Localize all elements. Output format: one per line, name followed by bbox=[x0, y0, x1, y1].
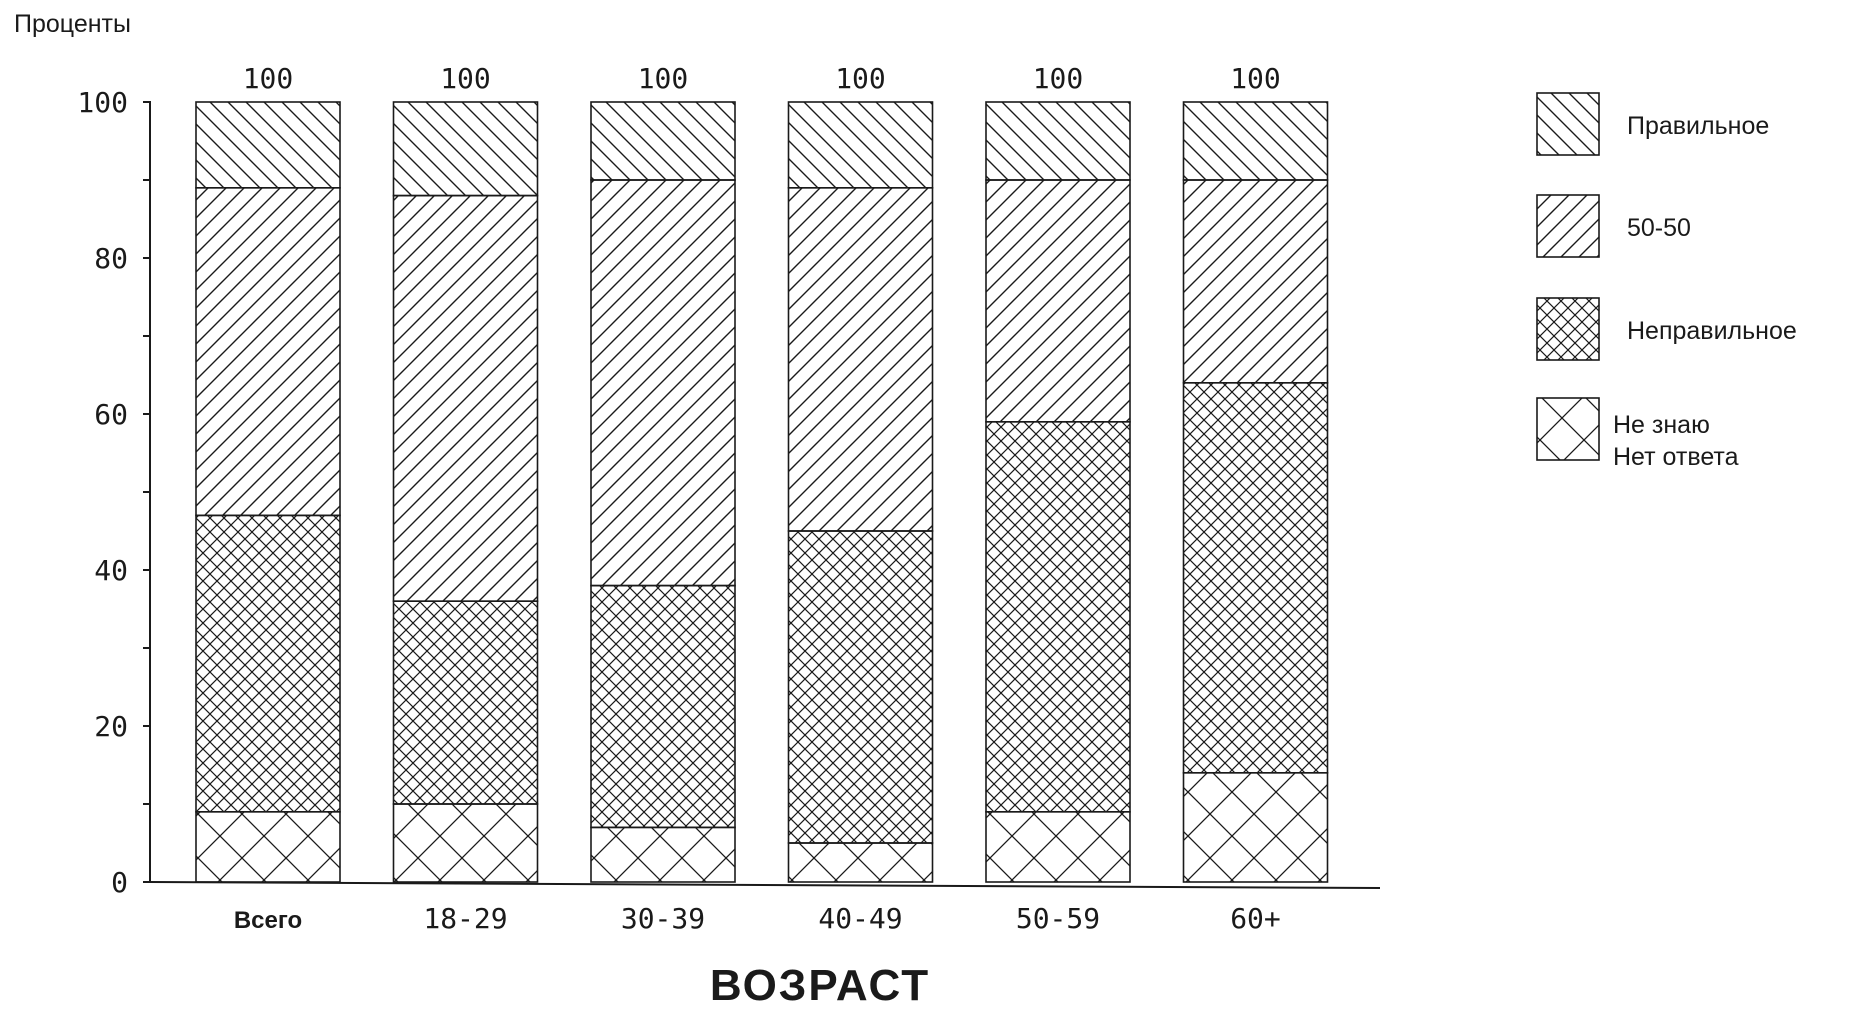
y-tick-label: 80 bbox=[94, 242, 128, 275]
legend-label: Неправильное bbox=[1627, 317, 1797, 345]
bar-segment bbox=[590, 584, 736, 829]
bar-segment bbox=[985, 810, 1131, 883]
y-axis-title: Проценты bbox=[14, 10, 131, 38]
bar-segment bbox=[1182, 381, 1329, 774]
bar-segment bbox=[590, 101, 736, 181]
x-tick-label: 30-39 bbox=[621, 902, 705, 935]
bar-total-label: 100 bbox=[638, 62, 689, 95]
y-tick-label: 100 bbox=[77, 86, 128, 119]
legend: Правильное 50-50 Неправильное Не знаю Нет от… bbox=[1536, 92, 1797, 471]
x-tick-label: 18-29 bbox=[423, 902, 507, 935]
bar-segment bbox=[392, 600, 539, 805]
legend-swatch bbox=[1536, 397, 1600, 461]
bar-total-label: 100 bbox=[243, 62, 294, 95]
bar-segment bbox=[195, 810, 341, 883]
plot-area: 0 20 40 60 80 100 100 Всего 100 18-29 100 30-39 100 4… bbox=[77, 62, 1381, 935]
y-tick-label: 0 bbox=[111, 866, 128, 899]
bar-total-label: 100 bbox=[440, 62, 491, 95]
bar-segment bbox=[195, 101, 341, 189]
bar-total-label: 100 bbox=[1033, 62, 1084, 95]
bar-segment bbox=[392, 194, 539, 603]
bar-segment bbox=[1182, 179, 1329, 384]
y-tick-label: 40 bbox=[94, 554, 128, 587]
bar-segment bbox=[985, 179, 1131, 423]
bar-segment bbox=[787, 101, 934, 189]
bar-total-label: 100 bbox=[1230, 62, 1281, 95]
bar-segment bbox=[195, 187, 341, 517]
x-axis-title: ВОЗРАСТ bbox=[710, 961, 930, 1010]
bar-segment bbox=[787, 842, 934, 883]
x-tick-label: 60+ bbox=[1230, 902, 1281, 935]
x-tick-label: 50-59 bbox=[1016, 902, 1100, 935]
x-tick-label: Всего bbox=[234, 907, 302, 934]
bar-segment bbox=[1182, 101, 1329, 181]
legend-swatch bbox=[1536, 194, 1600, 258]
bar-segment bbox=[1182, 771, 1329, 883]
bar-segment bbox=[590, 179, 736, 587]
y-tick-label: 20 bbox=[94, 710, 128, 743]
bar-segment bbox=[985, 420, 1131, 813]
bar-segment bbox=[787, 530, 934, 844]
bar-segment bbox=[590, 826, 736, 883]
x-axis-line bbox=[149, 881, 1381, 889]
x-tick-label: 40-49 bbox=[818, 902, 902, 935]
legend-swatch bbox=[1536, 297, 1600, 361]
bar-segment bbox=[985, 101, 1131, 181]
legend-label: Не знаю Нет ответа bbox=[1613, 411, 1739, 471]
y-tick-label: 60 bbox=[94, 398, 128, 431]
bar-segment bbox=[195, 514, 341, 813]
bar-segment bbox=[392, 101, 539, 197]
bar-segment bbox=[392, 803, 539, 883]
legend-label: Правильное bbox=[1627, 112, 1769, 140]
bar-total-label: 100 bbox=[835, 62, 886, 95]
legend-label: 50-50 bbox=[1627, 214, 1691, 242]
legend-swatch bbox=[1536, 92, 1600, 156]
bar-segment bbox=[787, 187, 934, 532]
